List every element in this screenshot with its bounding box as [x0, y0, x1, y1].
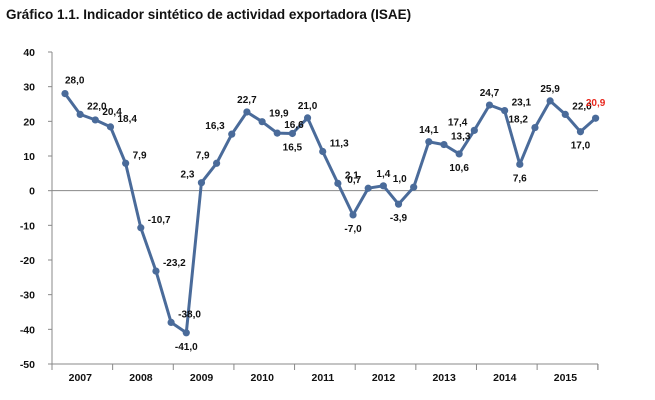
data-label: -23,2: [163, 258, 186, 269]
data-point: [364, 184, 372, 192]
data-label: 17,0: [571, 141, 591, 152]
data-point: [258, 118, 266, 126]
data-label: 17,4: [448, 117, 468, 128]
chart-title: Gráfico 1.1. Indicador sintético de acti…: [6, 7, 412, 22]
data-label: 22,0: [87, 101, 107, 112]
data-label: 7,9: [196, 150, 210, 161]
data-label: 0,7: [347, 175, 361, 186]
data-point: [470, 126, 478, 134]
data-label: 22,7: [237, 95, 257, 106]
data-label: 24,7: [480, 88, 500, 99]
data-labels-group: 28,022,020,418,47,9-10,7-23,2-38,0-41,02…: [65, 76, 606, 353]
data-point: [516, 160, 524, 168]
y-tick-label: 20: [23, 116, 35, 128]
data-point: [455, 150, 463, 158]
data-label: -7,0: [344, 224, 362, 235]
data-label: 14,1: [419, 125, 439, 136]
data-point: [182, 329, 190, 337]
y-tick-label: -30: [20, 290, 35, 302]
data-point: [61, 90, 69, 98]
data-point: [501, 106, 509, 115]
series-line: [63, 92, 597, 335]
data-label: -41,0: [175, 342, 198, 353]
data-label: 20,4: [102, 107, 122, 118]
data-point: [531, 123, 539, 132]
data-point: [561, 110, 569, 118]
x-tick-label: 2009: [190, 372, 214, 384]
data-point: [91, 116, 99, 124]
data-label: -10,7: [148, 215, 171, 226]
data-point: [288, 129, 296, 138]
data-label: 18,4: [117, 114, 137, 125]
data-point: [425, 138, 433, 146]
x-tick-label: 2007: [69, 372, 93, 384]
data-point: [76, 110, 84, 118]
x-tick-label: 2011: [311, 372, 334, 384]
data-label: 1,0: [393, 174, 407, 185]
x-tick-label: 2013: [432, 372, 456, 384]
y-tick-label: -20: [20, 255, 35, 267]
data-point: [394, 200, 403, 208]
data-point: [592, 114, 600, 122]
data-label: 19,9: [269, 109, 289, 120]
x-tick-label: 2014: [493, 372, 517, 384]
data-label: 7,9: [133, 150, 147, 161]
data-label: 20,9: [586, 98, 606, 109]
data-label: 11,3: [330, 138, 349, 149]
y-tick-label: -40: [20, 324, 35, 336]
y-tick-label: 10: [23, 151, 35, 163]
data-label: 2,1: [345, 170, 359, 181]
data-label: 16,3: [205, 121, 225, 132]
data-label: 23,1: [512, 98, 532, 109]
y-tick-label: 0: [29, 186, 35, 198]
data-label: 1,4: [376, 169, 390, 180]
data-label: 25,9: [540, 84, 560, 95]
data-point: [228, 130, 236, 138]
data-point: [167, 318, 175, 326]
data-point: [546, 97, 554, 105]
data-label: 7,6: [513, 173, 527, 184]
data-point: [122, 159, 130, 167]
data-label: -38,0: [178, 309, 201, 320]
data-label: -3,9: [390, 213, 408, 224]
data-point: [137, 224, 145, 232]
data-label: 16,5: [283, 142, 303, 153]
data-point: [319, 147, 327, 156]
y-tick-label: 30: [23, 82, 35, 94]
data-point: [440, 140, 448, 149]
data-point: [303, 114, 312, 122]
data-point: [243, 108, 251, 116]
data-point: [334, 179, 342, 187]
data-point: [197, 179, 206, 187]
data-point: [152, 267, 160, 275]
y-tick-label: -50: [20, 359, 35, 371]
data-label: 21,0: [298, 101, 318, 112]
data-label: 13,3: [451, 132, 471, 143]
data-point: [273, 129, 281, 137]
data-point: [576, 128, 585, 136]
data-label: 10,6: [449, 163, 469, 174]
data-point: [485, 101, 494, 109]
data-point: [213, 159, 221, 167]
data-label: 22,0: [572, 101, 592, 112]
data-point: [349, 211, 357, 219]
data-label: 18,2: [508, 115, 528, 126]
data-label: 28,0: [65, 76, 85, 87]
data-point: [106, 123, 115, 131]
data-point: [379, 182, 387, 190]
series-line-group: [61, 90, 600, 337]
y-tick-label: -10: [20, 220, 35, 232]
x-tick-label: 2015: [554, 372, 578, 384]
x-tick-label: 2010: [251, 372, 275, 384]
data-label: 2,3: [181, 170, 195, 181]
x-tick-label: 2012: [372, 372, 396, 384]
data-point: [410, 183, 418, 191]
x-tick-label: 2008: [129, 372, 153, 384]
data-label: 16,6: [284, 120, 304, 131]
y-tick-label: 40: [23, 47, 35, 59]
